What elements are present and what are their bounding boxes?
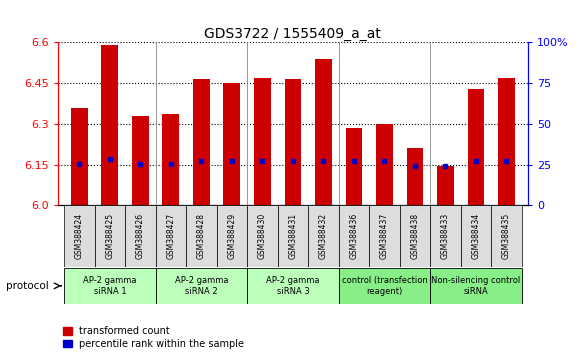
Bar — [437, 166, 454, 205]
FancyBboxPatch shape — [278, 205, 308, 267]
Bar — [254, 78, 271, 205]
FancyBboxPatch shape — [186, 205, 217, 267]
Text: AP-2 gamma
siRNA 1: AP-2 gamma siRNA 1 — [83, 276, 137, 296]
FancyBboxPatch shape — [64, 268, 155, 304]
Text: GSM388435: GSM388435 — [502, 213, 511, 259]
Text: GSM388437: GSM388437 — [380, 213, 389, 259]
FancyBboxPatch shape — [64, 205, 95, 267]
FancyBboxPatch shape — [430, 205, 461, 267]
Bar — [467, 88, 484, 205]
Bar — [376, 124, 393, 205]
FancyBboxPatch shape — [491, 205, 521, 267]
Text: GSM388434: GSM388434 — [472, 213, 480, 259]
Text: GSM388425: GSM388425 — [106, 213, 114, 259]
Text: GSM388430: GSM388430 — [258, 213, 267, 259]
Text: Non-silencing control
siRNA: Non-silencing control siRNA — [432, 276, 521, 296]
FancyBboxPatch shape — [369, 205, 400, 267]
FancyBboxPatch shape — [155, 205, 186, 267]
Bar — [346, 128, 362, 205]
Bar — [407, 148, 423, 205]
Text: GSM388424: GSM388424 — [75, 213, 84, 259]
FancyBboxPatch shape — [400, 205, 430, 267]
Text: AP-2 gamma
siRNA 3: AP-2 gamma siRNA 3 — [266, 276, 320, 296]
FancyBboxPatch shape — [339, 268, 430, 304]
FancyBboxPatch shape — [247, 205, 278, 267]
Text: AP-2 gamma
siRNA 2: AP-2 gamma siRNA 2 — [175, 276, 228, 296]
Text: GSM388433: GSM388433 — [441, 213, 450, 259]
Bar — [223, 83, 240, 205]
Text: protocol: protocol — [6, 281, 49, 291]
Text: GSM388428: GSM388428 — [197, 213, 206, 259]
FancyBboxPatch shape — [217, 205, 247, 267]
Legend: transformed count, percentile rank within the sample: transformed count, percentile rank withi… — [63, 326, 244, 349]
Text: GSM388426: GSM388426 — [136, 213, 145, 259]
Bar — [102, 45, 118, 205]
FancyBboxPatch shape — [308, 205, 339, 267]
Bar — [498, 78, 515, 205]
Text: control (transfection
reagent): control (transfection reagent) — [342, 276, 427, 296]
Bar — [71, 108, 88, 205]
Bar — [132, 116, 148, 205]
Text: GSM388436: GSM388436 — [349, 213, 358, 259]
Text: GSM388438: GSM388438 — [411, 213, 419, 259]
FancyBboxPatch shape — [247, 268, 339, 304]
Bar — [285, 79, 301, 205]
FancyBboxPatch shape — [461, 205, 491, 267]
Text: GSM388429: GSM388429 — [227, 213, 237, 259]
Text: GSM388432: GSM388432 — [319, 213, 328, 259]
Bar — [193, 79, 210, 205]
FancyBboxPatch shape — [430, 268, 521, 304]
Text: GSM388431: GSM388431 — [288, 213, 298, 259]
FancyBboxPatch shape — [125, 205, 155, 267]
FancyBboxPatch shape — [155, 268, 247, 304]
Text: GSM388427: GSM388427 — [166, 213, 175, 259]
Bar — [162, 114, 179, 205]
FancyBboxPatch shape — [339, 205, 369, 267]
Title: GDS3722 / 1555409_a_at: GDS3722 / 1555409_a_at — [205, 28, 381, 41]
Bar — [315, 59, 332, 205]
FancyBboxPatch shape — [95, 205, 125, 267]
